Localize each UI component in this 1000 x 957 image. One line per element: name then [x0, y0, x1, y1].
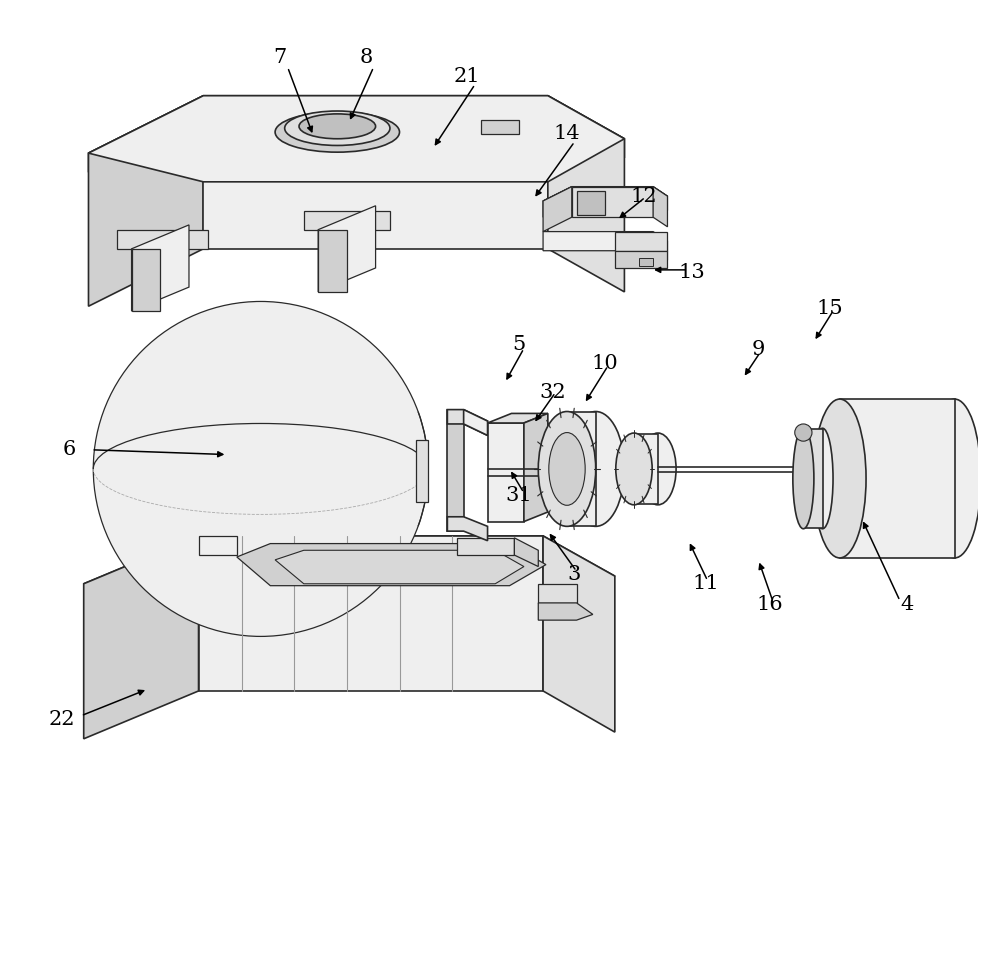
- Ellipse shape: [793, 429, 814, 528]
- Polygon shape: [615, 232, 667, 251]
- Polygon shape: [488, 413, 548, 423]
- Ellipse shape: [538, 412, 596, 526]
- Polygon shape: [84, 536, 615, 616]
- Ellipse shape: [567, 412, 624, 526]
- Polygon shape: [653, 187, 667, 227]
- Text: 31: 31: [506, 486, 533, 505]
- Text: 4: 4: [900, 595, 913, 614]
- Text: 10: 10: [592, 354, 619, 373]
- Polygon shape: [199, 536, 543, 691]
- Polygon shape: [318, 230, 347, 292]
- Polygon shape: [237, 544, 546, 586]
- Text: 21: 21: [453, 67, 480, 86]
- Text: 16: 16: [757, 595, 783, 614]
- Ellipse shape: [812, 429, 833, 528]
- Ellipse shape: [285, 111, 390, 145]
- Polygon shape: [543, 536, 615, 732]
- Polygon shape: [634, 434, 658, 504]
- Polygon shape: [577, 191, 605, 215]
- Text: 9: 9: [752, 340, 765, 359]
- Text: 11: 11: [692, 574, 719, 593]
- Polygon shape: [447, 410, 488, 435]
- Polygon shape: [132, 249, 160, 311]
- Polygon shape: [275, 550, 524, 584]
- Text: 22: 22: [48, 710, 75, 729]
- Polygon shape: [447, 517, 488, 541]
- Polygon shape: [803, 429, 823, 528]
- Polygon shape: [543, 187, 667, 211]
- Text: 15: 15: [817, 299, 843, 318]
- Polygon shape: [543, 187, 572, 232]
- Polygon shape: [639, 258, 653, 266]
- Text: 12: 12: [630, 187, 657, 206]
- Polygon shape: [840, 399, 955, 558]
- Polygon shape: [132, 225, 189, 311]
- Polygon shape: [88, 96, 203, 306]
- Ellipse shape: [928, 399, 981, 558]
- Ellipse shape: [549, 433, 585, 505]
- Text: 8: 8: [359, 48, 373, 67]
- Ellipse shape: [299, 114, 376, 139]
- Ellipse shape: [616, 433, 652, 505]
- Ellipse shape: [795, 424, 812, 441]
- Text: 14: 14: [554, 124, 580, 144]
- Ellipse shape: [813, 399, 866, 558]
- Polygon shape: [464, 410, 488, 435]
- Polygon shape: [538, 584, 577, 603]
- Polygon shape: [615, 251, 667, 268]
- Text: 3: 3: [567, 565, 580, 584]
- Text: 32: 32: [539, 383, 566, 402]
- Polygon shape: [416, 440, 428, 502]
- Ellipse shape: [640, 433, 676, 505]
- Polygon shape: [203, 96, 548, 249]
- Polygon shape: [543, 232, 667, 260]
- Polygon shape: [567, 412, 596, 526]
- Text: 6: 6: [63, 440, 76, 459]
- Polygon shape: [538, 603, 593, 620]
- Polygon shape: [199, 536, 237, 555]
- Polygon shape: [304, 211, 390, 230]
- Polygon shape: [88, 96, 624, 172]
- Polygon shape: [524, 413, 548, 522]
- Polygon shape: [84, 536, 199, 739]
- Polygon shape: [447, 410, 464, 531]
- Polygon shape: [488, 423, 524, 522]
- Text: 13: 13: [678, 263, 705, 282]
- Polygon shape: [318, 206, 376, 292]
- Polygon shape: [548, 96, 624, 292]
- Polygon shape: [481, 120, 519, 134]
- Circle shape: [93, 301, 428, 636]
- Polygon shape: [543, 187, 667, 217]
- Polygon shape: [88, 96, 624, 182]
- Polygon shape: [117, 230, 208, 249]
- Ellipse shape: [275, 112, 400, 152]
- Polygon shape: [457, 538, 514, 555]
- Polygon shape: [572, 187, 653, 217]
- Polygon shape: [514, 538, 538, 567]
- Text: 5: 5: [513, 335, 526, 354]
- Text: 7: 7: [273, 48, 287, 67]
